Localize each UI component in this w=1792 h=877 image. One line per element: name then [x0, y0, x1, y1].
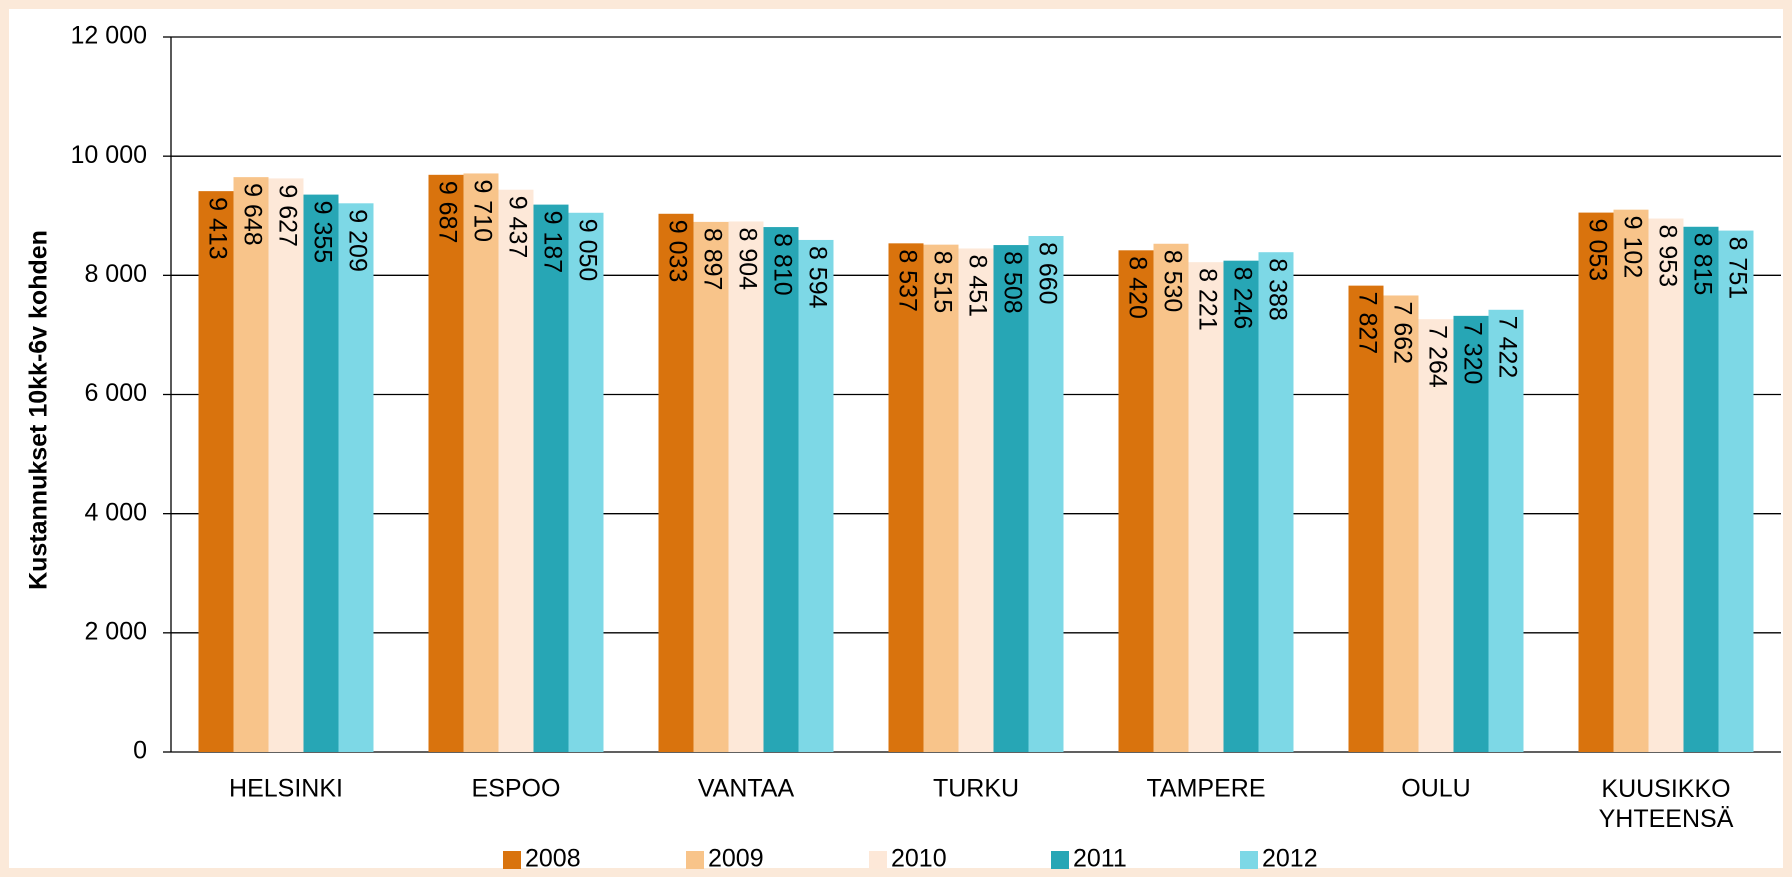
bar — [1118, 250, 1154, 752]
legend-label: 2010 — [891, 845, 947, 873]
legend-label: 2012 — [1262, 845, 1318, 873]
bar — [993, 245, 1029, 752]
legend-label: 2011 — [1073, 845, 1127, 873]
bar — [338, 203, 374, 752]
bar — [568, 212, 604, 753]
bar — [268, 178, 304, 753]
bar — [728, 221, 764, 753]
bar — [428, 174, 464, 752]
bar — [1028, 236, 1064, 753]
y-tick-label: 8 000 — [84, 260, 147, 288]
data-label: 9 209 — [343, 209, 371, 272]
data-label: 9 033 — [663, 220, 691, 283]
data-label: 9 187 — [538, 211, 566, 274]
data-label: 8 537 — [893, 249, 921, 312]
data-label: 8 388 — [1263, 258, 1291, 321]
y-tick-label: 6 000 — [84, 379, 147, 407]
x-tick-label: VANTAA — [698, 775, 795, 803]
bar — [693, 221, 729, 752]
bar — [1578, 212, 1614, 752]
bar — [1453, 315, 1489, 752]
legend-label: 2008 — [525, 845, 581, 873]
bar — [1718, 230, 1754, 752]
bar — [1258, 252, 1294, 752]
data-label: 8 810 — [768, 233, 796, 296]
data-label: 8 221 — [1193, 268, 1221, 331]
bar — [1648, 218, 1684, 752]
legend-swatch — [503, 851, 521, 869]
bar — [1153, 243, 1189, 753]
data-label: 8 660 — [1033, 242, 1061, 305]
data-label: 8 530 — [1158, 250, 1186, 313]
y-axis-title: Kustannukset 10kk-6v kohden — [25, 230, 53, 590]
data-label: 8 515 — [928, 251, 956, 314]
x-tick-label: TURKU — [933, 775, 1019, 803]
bar — [798, 239, 834, 753]
bar — [303, 194, 339, 753]
data-label: 8 953 — [1653, 225, 1681, 288]
legend-swatch — [1051, 851, 1069, 869]
data-label: 8 508 — [998, 251, 1026, 314]
y-tick-label: 12 000 — [71, 22, 147, 50]
bar — [1348, 285, 1384, 752]
data-label: 7 827 — [1353, 292, 1381, 355]
bar — [1613, 209, 1649, 753]
bar — [958, 248, 994, 752]
legend-swatch — [869, 851, 887, 869]
data-label: 9 355 — [308, 201, 336, 264]
bar — [763, 227, 799, 753]
legend-swatch — [686, 851, 704, 869]
bar — [533, 204, 569, 752]
data-label: 8 594 — [803, 246, 831, 309]
data-label: 8 751 — [1723, 237, 1751, 300]
data-label: 7 662 — [1388, 301, 1416, 364]
data-label: 8 420 — [1123, 256, 1151, 319]
y-tick-label: 10 000 — [71, 141, 147, 169]
data-label: 7 264 — [1423, 325, 1451, 388]
bar — [1488, 309, 1524, 752]
bar — [1223, 260, 1259, 752]
data-label: 9 710 — [468, 179, 496, 242]
x-tick-label: KUUSIKKO YHTEENSÄ — [1599, 775, 1734, 833]
bar — [463, 173, 499, 753]
data-label: 9 053 — [1583, 219, 1611, 282]
data-label: 9 648 — [238, 183, 266, 246]
data-label: 7 320 — [1458, 322, 1486, 385]
bar — [1383, 295, 1419, 752]
y-tick-label: 0 — [133, 737, 147, 765]
data-label: 8 451 — [963, 254, 991, 317]
bar — [233, 177, 269, 752]
bar — [923, 244, 959, 752]
bar — [1418, 319, 1454, 752]
bar — [1683, 226, 1719, 752]
data-label: 9 437 — [503, 196, 531, 259]
bar — [1188, 262, 1224, 752]
y-tick-label: 2 000 — [84, 617, 147, 645]
data-label: 9 050 — [573, 219, 601, 282]
data-label: 9 413 — [203, 197, 231, 260]
y-tick-label: 4 000 — [84, 498, 147, 526]
bar — [658, 213, 694, 752]
data-label: 9 687 — [433, 181, 461, 244]
data-label: 9 627 — [273, 184, 301, 247]
legend-swatch — [1240, 851, 1258, 869]
data-label: 9 102 — [1618, 216, 1646, 279]
bar — [198, 191, 234, 752]
bar — [498, 189, 534, 752]
data-label: 8 815 — [1688, 233, 1716, 296]
data-label: 7 422 — [1493, 316, 1521, 379]
x-tick-label: OULU — [1401, 775, 1470, 803]
bar — [888, 243, 924, 752]
x-tick-label: TAMPERE — [1147, 775, 1266, 803]
data-label: 8 897 — [698, 228, 726, 291]
legend-label: 2009 — [708, 845, 764, 873]
x-tick-label: ESPOO — [472, 775, 561, 803]
data-label: 8 904 — [733, 227, 761, 290]
x-tick-label: HELSINKI — [229, 775, 343, 803]
data-label: 8 246 — [1228, 267, 1256, 330]
